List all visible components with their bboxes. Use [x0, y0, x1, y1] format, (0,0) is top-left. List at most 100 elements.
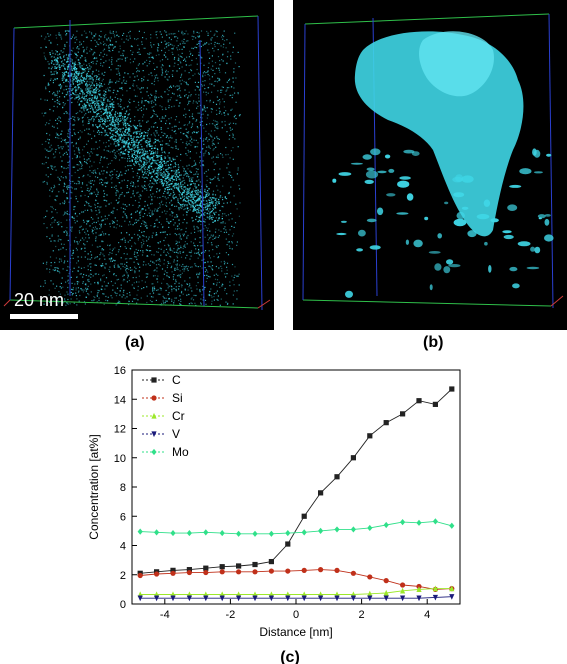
data-point [137, 528, 143, 535]
y-tick-label: 2 [120, 570, 126, 582]
data-point [416, 595, 422, 602]
data-point [449, 386, 455, 392]
data-point [203, 565, 209, 571]
data-point [252, 561, 258, 568]
data-point [154, 595, 160, 602]
data-point [432, 401, 438, 407]
data-point [383, 589, 389, 596]
data-point [268, 568, 274, 574]
legend-item: C [142, 373, 181, 387]
data-point [416, 519, 422, 526]
data-point [186, 595, 192, 602]
data-point [170, 570, 176, 576]
data-point [367, 433, 373, 439]
data-point [383, 578, 389, 584]
atom-map-image [3, 15, 271, 311]
series-si [137, 567, 455, 592]
enriched-band [48, 50, 224, 223]
data-point [367, 574, 373, 580]
small-clusters [332, 148, 554, 298]
legend-item: Mo [142, 445, 189, 459]
data-point [285, 595, 291, 602]
atom-cloud [40, 30, 241, 307]
series-mo [137, 518, 455, 537]
data-point [285, 529, 291, 537]
y-tick-label: 14 [114, 394, 126, 406]
data-point [367, 590, 373, 597]
data-point [236, 595, 242, 602]
data-point [350, 570, 356, 576]
data-point [170, 567, 176, 573]
data-point [301, 529, 307, 536]
data-point [203, 569, 209, 576]
data-point [318, 527, 324, 534]
y-tick-label: 0 [120, 599, 126, 611]
data-point [383, 595, 389, 602]
panel-c-label: (c) [280, 649, 300, 664]
reconstruction-box [302, 13, 564, 309]
data-point [350, 455, 356, 461]
data-point [367, 524, 373, 532]
data-point [334, 474, 340, 480]
data-point [252, 569, 258, 575]
data-point [383, 420, 389, 426]
data-point [301, 595, 307, 602]
x-axis-label: Distance [nm] [259, 625, 332, 639]
data-point [151, 448, 157, 456]
y-axis-label: Concentration [at%] [87, 434, 101, 539]
data-point [268, 558, 274, 565]
data-point [236, 563, 242, 569]
series-line [140, 588, 452, 595]
data-point [449, 594, 455, 600]
data-point [400, 519, 406, 526]
data-point [170, 529, 176, 537]
data-point [334, 595, 340, 602]
panel-b-label: (b) [423, 334, 444, 351]
data-point [318, 567, 324, 573]
series-c [137, 386, 455, 576]
data-point [400, 595, 406, 602]
legend-label: C [172, 373, 181, 387]
series-v [137, 594, 455, 602]
data-point [219, 529, 225, 537]
data-point [400, 587, 406, 594]
data-point [186, 529, 192, 537]
x-tick-label: 2 [359, 609, 365, 621]
data-point [252, 530, 258, 537]
data-point [236, 569, 242, 575]
data-point [219, 595, 225, 602]
y-tick-label: 4 [120, 541, 126, 553]
panel-a-atom-map: 20 nm [0, 0, 274, 330]
data-point [432, 594, 438, 601]
data-point [203, 595, 209, 602]
series-line [140, 520, 452, 535]
data-point [400, 582, 406, 588]
data-point [219, 569, 225, 575]
data-point [334, 526, 340, 533]
legend-label: V [172, 427, 180, 441]
data-point [416, 586, 422, 592]
x-tick-label: 0 [293, 609, 299, 621]
y-tick-label: 12 [114, 424, 126, 436]
concentration-profile-chart: -4 -2 0 2 4 0 2 4 6 8 10 12 14 16 Distance [nm] Concent… [87, 365, 461, 664]
data-point [400, 411, 406, 417]
data-point [268, 530, 274, 537]
legend-item: Si [142, 391, 183, 405]
data-point [301, 513, 307, 519]
data-point [151, 412, 157, 419]
data-point [268, 595, 274, 602]
y-tick-label: 16 [114, 365, 126, 377]
data-point [383, 521, 389, 529]
data-point [203, 529, 209, 536]
data-point [318, 595, 324, 602]
legend-item: Cr [142, 409, 185, 423]
y-tick-label: 10 [114, 453, 126, 465]
data-point [367, 595, 373, 602]
y-tick-label: 8 [120, 482, 126, 494]
scale-bar-label: 20 nm [14, 290, 65, 310]
data-point [285, 541, 291, 547]
series-line [140, 569, 452, 590]
data-point [151, 377, 157, 383]
x-tick-label: -4 [160, 609, 170, 621]
data-point [350, 595, 356, 602]
